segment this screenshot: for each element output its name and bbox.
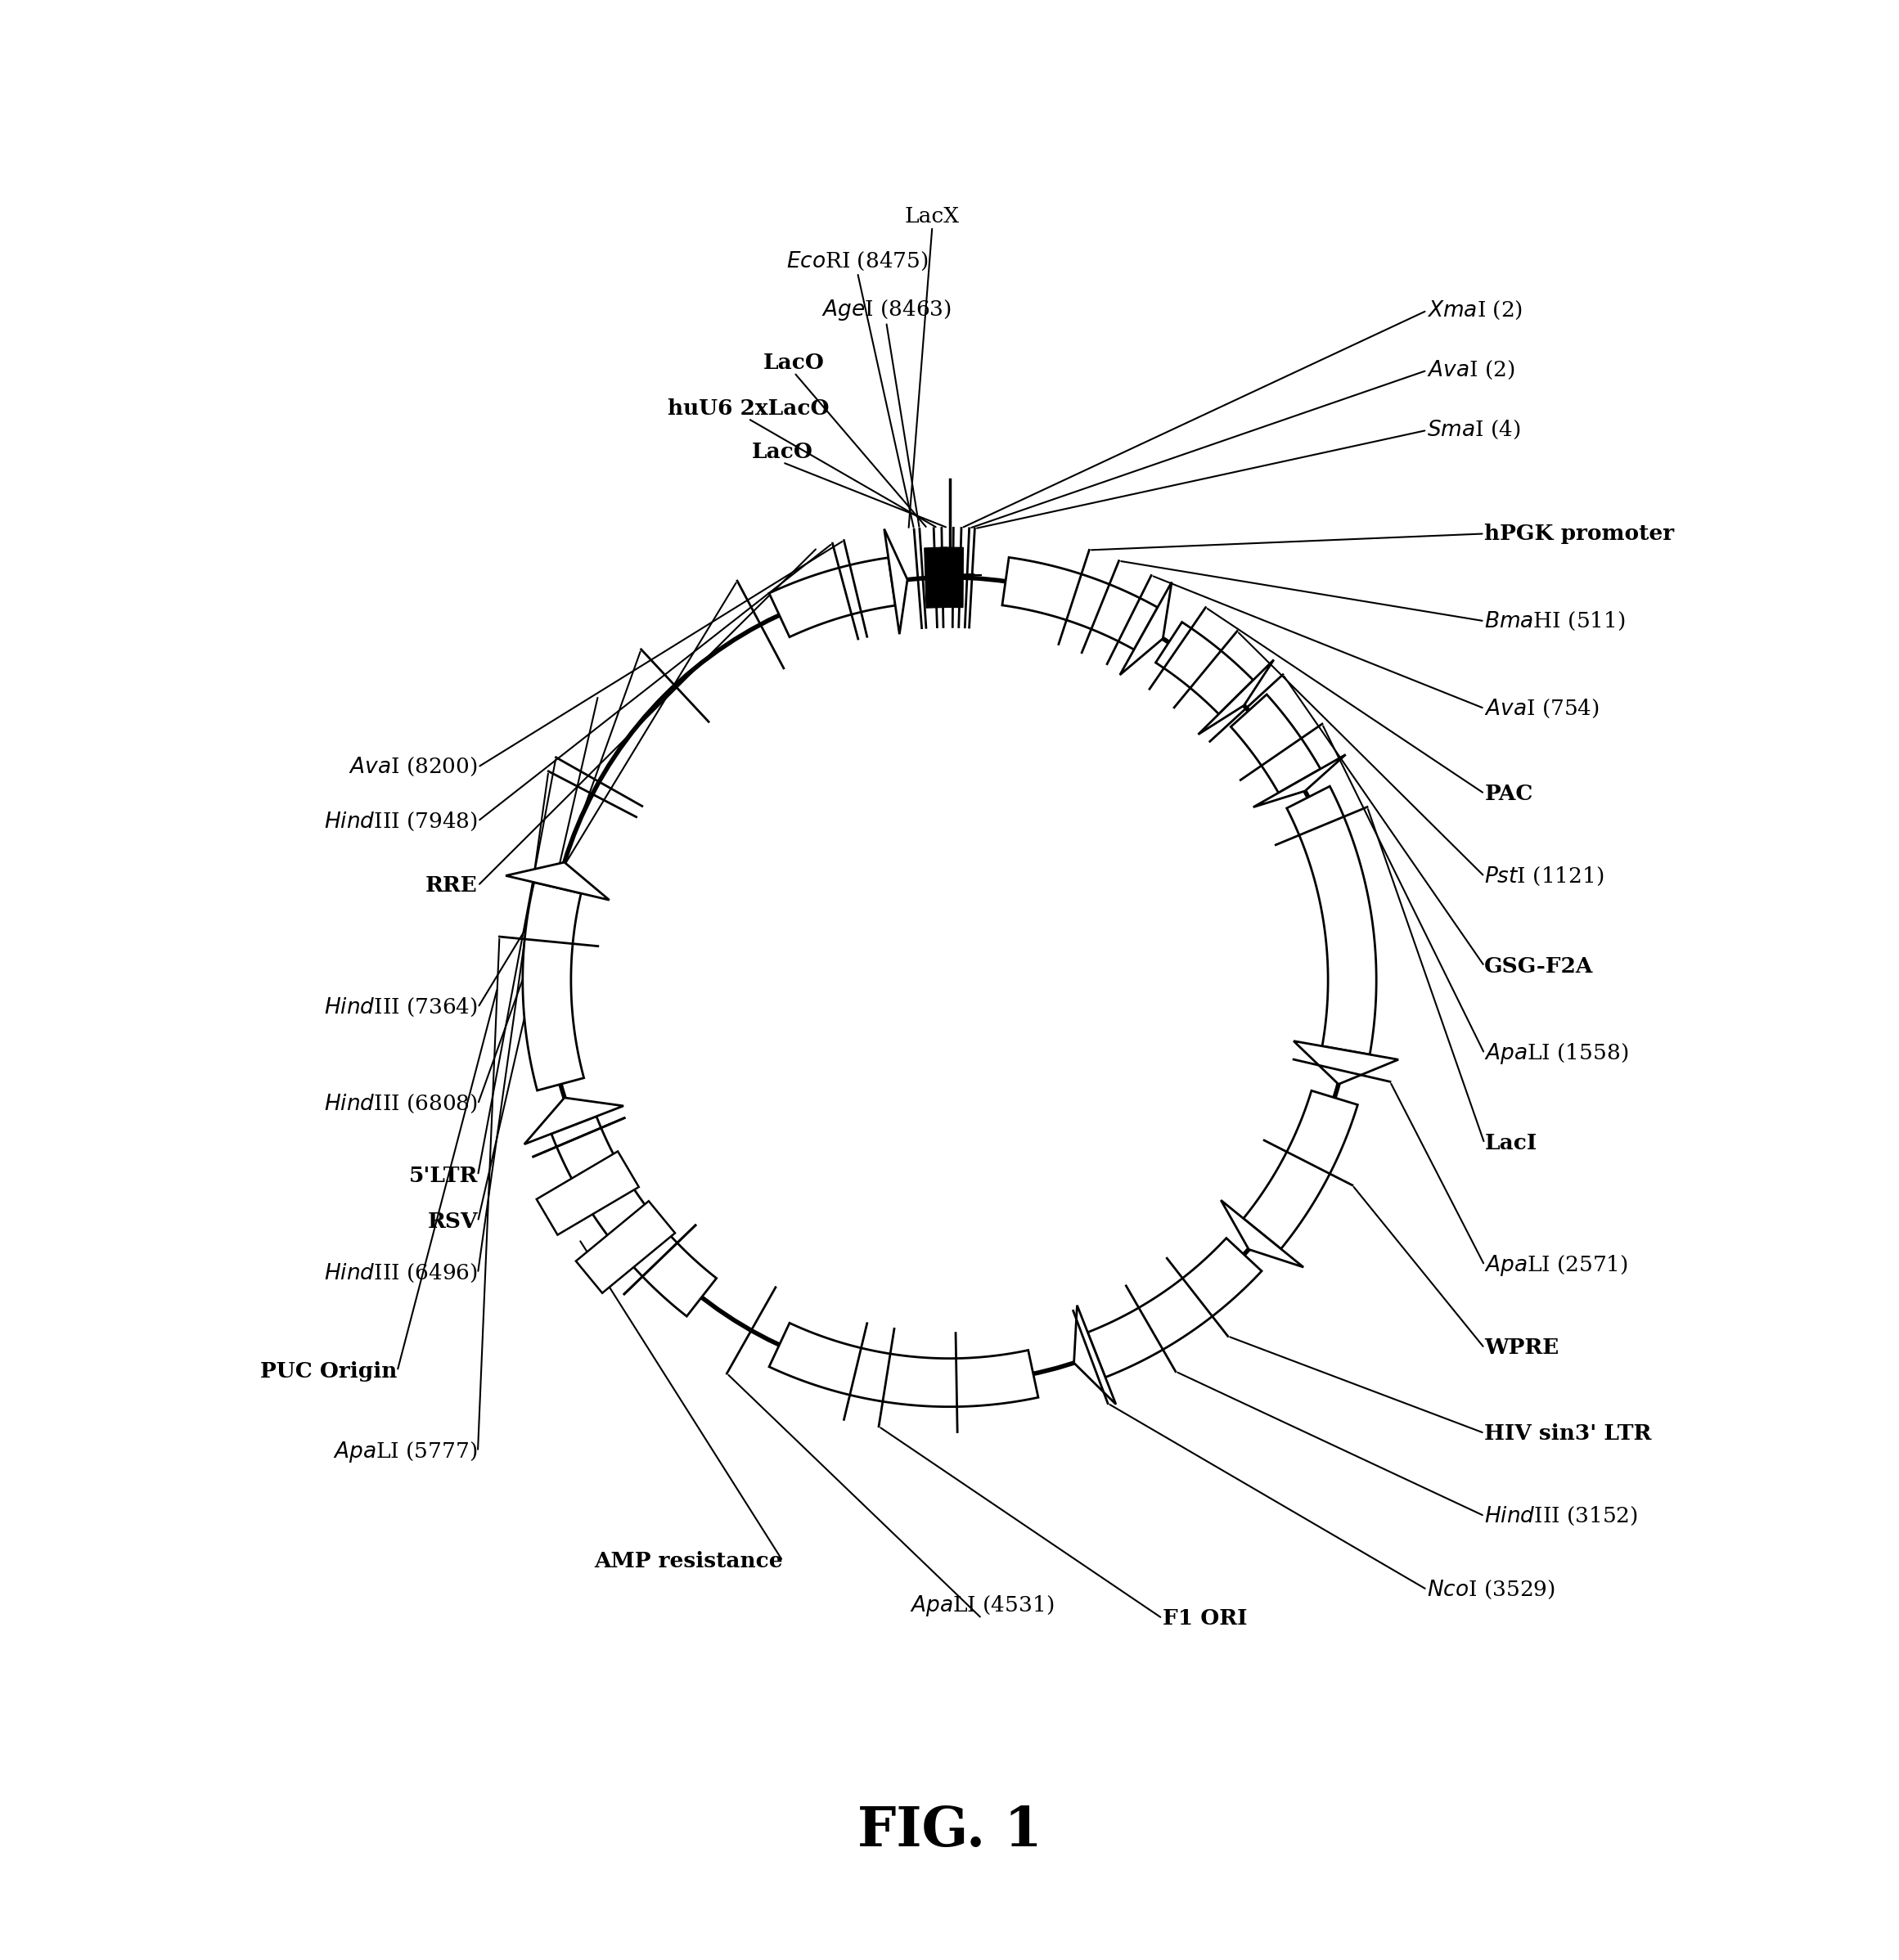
Text: HIV sin3' LTR: HIV sin3' LTR <box>1485 1423 1652 1443</box>
PathPatch shape <box>524 1098 623 1145</box>
Text: PUC Origin: PUC Origin <box>260 1360 397 1382</box>
Text: $\it{Bma}$HI (511): $\it{Bma}$HI (511) <box>1485 610 1626 633</box>
PathPatch shape <box>1003 557 1158 649</box>
Text: WPRE: WPRE <box>1485 1339 1559 1358</box>
Text: LacO: LacO <box>752 441 813 463</box>
Text: RSV: RSV <box>427 1211 479 1231</box>
Text: $\it{Hind}$III (7364): $\it{Hind}$III (7364) <box>325 996 479 1019</box>
Text: $\it{Hind}$III (7948): $\it{Hind}$III (7948) <box>325 809 479 833</box>
PathPatch shape <box>522 882 583 1090</box>
Text: PAC: PAC <box>1485 784 1532 804</box>
Text: hPGK promoter: hPGK promoter <box>1485 523 1675 545</box>
Text: FIG. 1: FIG. 1 <box>856 1805 1043 1858</box>
PathPatch shape <box>575 1201 674 1294</box>
PathPatch shape <box>1120 582 1172 674</box>
PathPatch shape <box>769 559 894 637</box>
PathPatch shape <box>769 1323 1039 1407</box>
PathPatch shape <box>537 1151 638 1235</box>
PathPatch shape <box>1244 1090 1358 1249</box>
Text: $\it{Xma}$I (2): $\it{Xma}$I (2) <box>1426 300 1523 321</box>
PathPatch shape <box>1156 621 1253 713</box>
Text: GSG-F2A: GSG-F2A <box>1485 956 1593 976</box>
Text: $\it{Ava}$I (2): $\it{Ava}$I (2) <box>1426 359 1515 382</box>
Text: RRE: RRE <box>425 876 479 896</box>
PathPatch shape <box>885 529 908 635</box>
Text: $\it{Hind}$III (6808): $\it{Hind}$III (6808) <box>325 1094 479 1115</box>
Text: $\it{Hind}$III (3152): $\it{Hind}$III (3152) <box>1485 1505 1639 1527</box>
PathPatch shape <box>1075 1305 1117 1403</box>
PathPatch shape <box>1288 786 1377 1054</box>
Text: AMP resistance: AMP resistance <box>594 1550 782 1572</box>
Text: LacO: LacO <box>763 353 824 372</box>
Text: huU6 2xLacO: huU6 2xLacO <box>667 398 830 419</box>
Text: $\it{Nco}$I (3529): $\it{Nco}$I (3529) <box>1426 1578 1555 1601</box>
Text: LacX: LacX <box>904 206 959 227</box>
Text: $\it{Ava}$I (8200): $\it{Ava}$I (8200) <box>349 757 479 778</box>
Text: 5'LTR: 5'LTR <box>408 1166 479 1186</box>
Text: $\it{Age}$I (8463): $\it{Age}$I (8463) <box>820 298 951 321</box>
PathPatch shape <box>925 547 950 608</box>
Text: $\it{Apa}$LI (1558): $\it{Apa}$LI (1558) <box>1485 1041 1629 1066</box>
Text: $\it{Eco}$RI (8475): $\it{Eco}$RI (8475) <box>786 251 929 272</box>
PathPatch shape <box>1198 661 1274 735</box>
PathPatch shape <box>940 547 963 608</box>
Text: $\it{Pst}$I (1121): $\it{Pst}$I (1121) <box>1485 866 1605 888</box>
Text: $\it{Hind}$III (6496): $\it{Hind}$III (6496) <box>325 1262 479 1284</box>
PathPatch shape <box>1253 755 1346 808</box>
PathPatch shape <box>1293 1041 1398 1084</box>
Text: $\it{Apa}$LI (5777): $\it{Apa}$LI (5777) <box>332 1439 479 1464</box>
Text: F1 ORI: F1 ORI <box>1162 1607 1248 1629</box>
Text: LacI: LacI <box>1485 1133 1536 1154</box>
PathPatch shape <box>1231 694 1320 792</box>
PathPatch shape <box>1088 1239 1261 1378</box>
Text: $\it{Apa}$LI (4531): $\it{Apa}$LI (4531) <box>910 1593 1054 1619</box>
Text: $\it{Sma}$I (4): $\it{Sma}$I (4) <box>1426 419 1521 441</box>
Text: $\it{Apa}$LI (2571): $\it{Apa}$LI (2571) <box>1485 1252 1627 1278</box>
PathPatch shape <box>551 1117 716 1317</box>
PathPatch shape <box>505 862 610 900</box>
PathPatch shape <box>1221 1200 1303 1268</box>
Text: $\it{Ava}$I (754): $\it{Ava}$I (754) <box>1485 698 1599 719</box>
